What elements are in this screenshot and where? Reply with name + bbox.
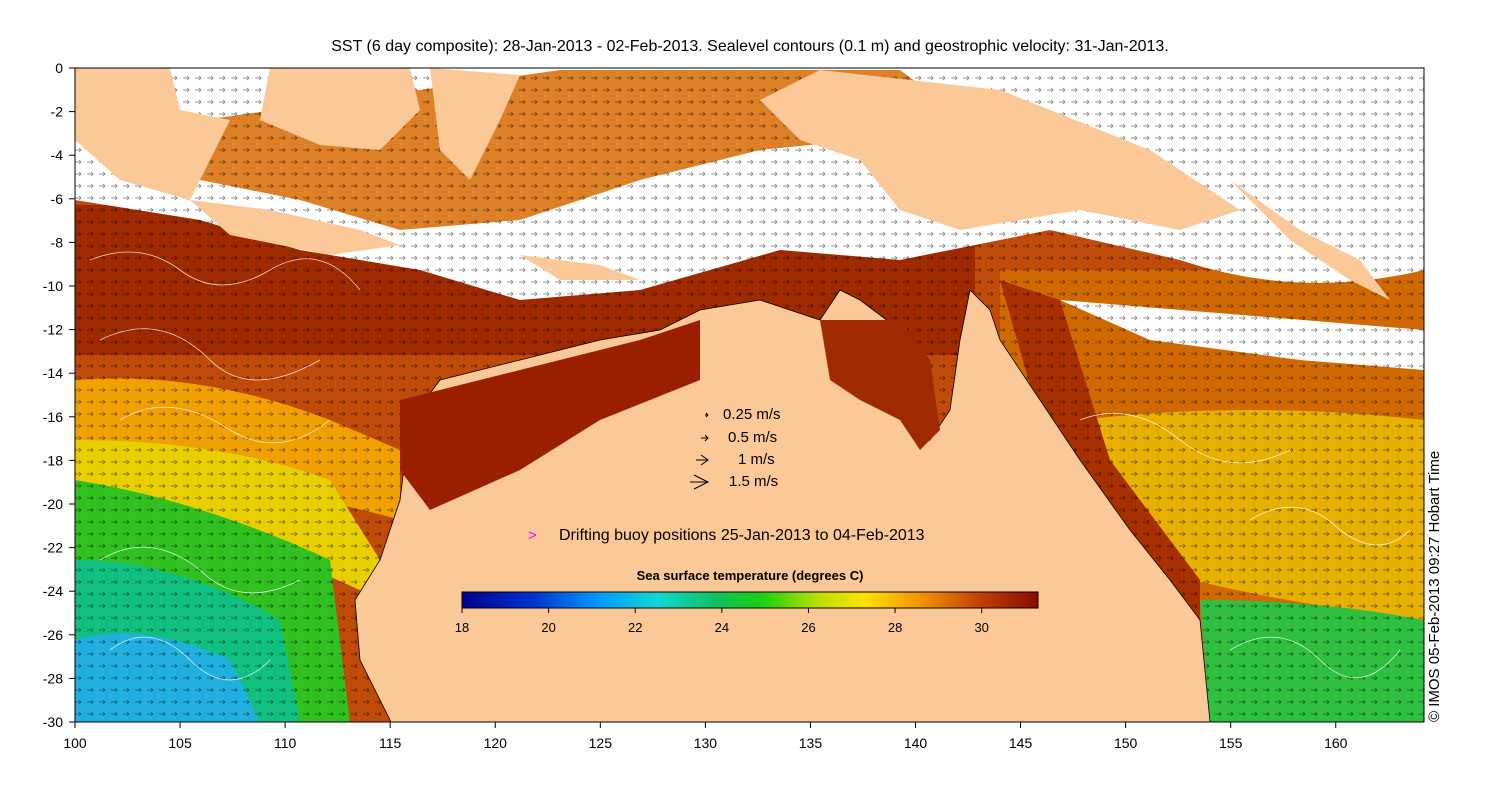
colorbar-tick-label: 30 <box>974 620 988 635</box>
velocity-legend-025: 0.25 m/s <box>723 406 781 423</box>
x-tick-label: 135 <box>799 735 823 751</box>
land-timor <box>520 255 640 280</box>
credit-text: © IMOS 05-Feb-2013 09:27 Hobart Time <box>1426 450 1443 722</box>
x-tick-label: 130 <box>694 735 718 751</box>
ocean-nw-shelf <box>400 320 700 510</box>
land-sulawesi <box>430 68 520 180</box>
y-tick-label: -20 <box>43 496 63 512</box>
colorbar-tick-label: 24 <box>715 620 729 635</box>
colorbar <box>461 591 1039 609</box>
plot-frame <box>74 67 1425 723</box>
y-tick-label: -6 <box>51 191 64 207</box>
land-sumatra <box>75 68 230 200</box>
x-tick-label: 115 <box>379 735 402 751</box>
velocity-arrow-05 <box>701 434 709 442</box>
y-axis: 0 -2 -4 -6 -8 -10 -12 -14 -16 -18 -20 -22 -24 -26 -28 -… <box>43 60 75 730</box>
land-borneo <box>260 68 420 150</box>
y-tick-label: -18 <box>43 452 63 468</box>
land-java <box>190 200 400 255</box>
velocity-legend-1: 1 m/s <box>738 451 775 468</box>
y-tick-label: 0 <box>55 60 63 76</box>
x-tick-label: 110 <box>274 735 297 751</box>
map-title: SST (6 day composite): 28-Jan-2013 - 02-… <box>331 38 1169 55</box>
x-tick-label: 125 <box>589 735 613 751</box>
y-tick-label: -22 <box>43 540 63 556</box>
colorbar-tick-label: 20 <box>541 620 555 635</box>
colorbar-tick-label: 28 <box>888 620 902 635</box>
sealevel-contours <box>89 251 1411 681</box>
y-tick-label: -28 <box>43 670 63 686</box>
buoy-legend-marker: > <box>528 527 537 544</box>
x-tick-label: 160 <box>1324 735 1348 751</box>
colorbar-tick-label: 22 <box>628 620 642 635</box>
colorbar-ticks: 18 20 22 24 26 28 30 <box>455 608 989 635</box>
colorbar-label: Sea surface temperature (degrees C) <box>636 568 864 583</box>
ocean-carpentaria <box>820 320 940 450</box>
map-area <box>75 68 1424 722</box>
y-tick-label: -26 <box>43 627 63 643</box>
x-tick-label: 105 <box>168 735 192 751</box>
y-tick-label: -16 <box>43 409 63 425</box>
velocity-legend-15: 1.5 m/s <box>729 473 779 490</box>
x-tick-label: 150 <box>1114 735 1138 751</box>
velocity-legend-arrows <box>690 412 710 490</box>
land-solomons <box>1230 180 1390 300</box>
x-tick-label: 100 <box>63 735 87 751</box>
y-tick-label: -30 <box>43 714 63 730</box>
x-tick-label: 120 <box>484 735 508 751</box>
velocity-arrow-1 <box>696 454 709 466</box>
y-tick-label: -24 <box>43 583 63 599</box>
land-new-guinea <box>760 70 1240 230</box>
y-tick-label: -2 <box>51 104 64 120</box>
colorbar-tick-label: 26 <box>801 620 815 635</box>
y-tick-label: -10 <box>43 278 63 294</box>
y-tick-label: -4 <box>51 147 64 163</box>
y-tick-label: -12 <box>43 322 63 338</box>
x-axis: 100 105 110 115 120 125 130 135 140 145 150 155 160 <box>63 722 1348 751</box>
velocity-arrow-025 <box>705 412 709 418</box>
x-tick-label: 140 <box>904 735 928 751</box>
x-tick-label: 155 <box>1219 735 1243 751</box>
velocity-legend-05: 0.5 m/s <box>728 429 778 446</box>
buoy-legend-label: Drifting buoy positions 25-Jan-2013 to 0… <box>559 527 925 544</box>
velocity-arrow-15 <box>690 474 710 490</box>
y-tick-label: -8 <box>51 234 64 250</box>
x-tick-label: 145 <box>1009 735 1033 751</box>
colorbar-tick-label: 18 <box>455 620 469 635</box>
y-tick-label: -14 <box>43 365 63 381</box>
